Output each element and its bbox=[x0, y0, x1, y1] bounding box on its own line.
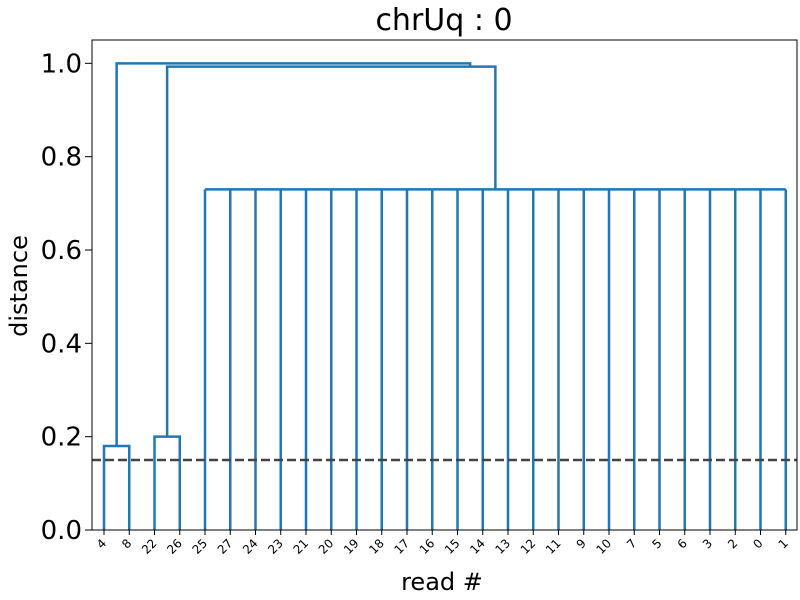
dendrogram-links bbox=[102, 62, 787, 530]
plot-frame bbox=[91, 39, 798, 531]
x-tick-label: 13 bbox=[492, 536, 513, 557]
chart-title: chrUq : 0 bbox=[375, 3, 512, 38]
x-tick-label: 10 bbox=[593, 536, 614, 557]
x-tick-label: 16 bbox=[417, 536, 438, 557]
x-tick-label: 23 bbox=[265, 536, 286, 557]
y-axis-label: distance bbox=[5, 235, 33, 337]
x-tick-label: 5 bbox=[649, 536, 664, 551]
x-tick-label: 12 bbox=[518, 536, 539, 557]
x-tick-label: 22 bbox=[139, 536, 160, 557]
x-tick-label: 2 bbox=[725, 536, 740, 551]
x-tick-label: 26 bbox=[164, 536, 185, 557]
dendrogram-link-4 bbox=[115, 62, 472, 446]
x-tick-label: 17 bbox=[391, 536, 412, 557]
x-tick-label: 4 bbox=[94, 536, 109, 551]
dendrogram-link-1 bbox=[153, 435, 181, 530]
x-tick-label: 15 bbox=[442, 536, 463, 557]
x-tick-label: 19 bbox=[341, 536, 362, 557]
x-tick-label: 14 bbox=[467, 536, 488, 557]
dendrogram-link-3 bbox=[165, 65, 497, 437]
dendrogram-link-2 bbox=[203, 188, 787, 530]
x-axis-label: read # bbox=[401, 568, 483, 596]
x-tick-label: 8 bbox=[119, 536, 134, 551]
y-axis-ticks: 0.0 0.2 0.4 0.6 0.8 1.0 bbox=[41, 49, 92, 546]
x-tick-label: 18 bbox=[366, 536, 387, 557]
x-tick-label: 0 bbox=[750, 536, 765, 551]
x-tick-label: 11 bbox=[543, 536, 564, 557]
y-tick-label: 0.4 bbox=[41, 329, 82, 359]
x-tick-label: 1 bbox=[776, 536, 791, 551]
x-tick-label: 6 bbox=[675, 536, 690, 551]
x-tick-label: 3 bbox=[700, 536, 715, 551]
x-axis-ticks: 4 8 22 26 25 27 24 23 21 20 19 18 17 16 15 14 13 12 11 9 10 7… bbox=[94, 530, 791, 557]
y-tick-label: 0.8 bbox=[41, 143, 82, 173]
x-tick-label: 24 bbox=[240, 536, 261, 557]
y-tick-label: 0.2 bbox=[41, 423, 82, 453]
dendrogram-link-0 bbox=[102, 444, 131, 530]
x-tick-label: 21 bbox=[290, 536, 311, 557]
x-tick-label: 7 bbox=[624, 536, 639, 551]
y-tick-label: 0.6 bbox=[41, 236, 82, 266]
y-tick-label: 1.0 bbox=[41, 49, 82, 79]
x-tick-label: 27 bbox=[215, 536, 236, 557]
x-tick-label: 9 bbox=[574, 536, 589, 551]
x-tick-label: 25 bbox=[189, 536, 210, 557]
y-tick-label: 0.0 bbox=[41, 516, 82, 546]
x-tick-label: 20 bbox=[316, 536, 337, 557]
